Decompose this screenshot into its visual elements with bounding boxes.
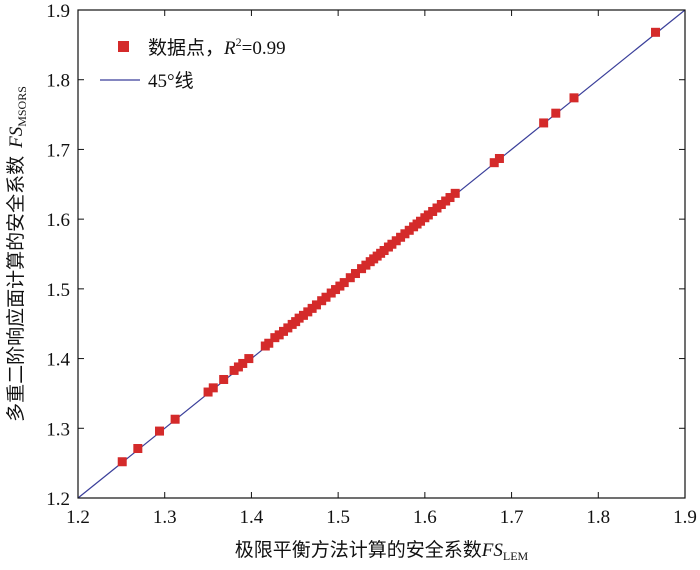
y-tick-label: 1.2 (46, 489, 70, 510)
data-point (445, 193, 455, 203)
legend-r2-symbol: R (223, 38, 236, 59)
y-axis-label: 多重二阶响应面计算的安全系数 FSMSORS (5, 86, 29, 422)
legend-marker-points (118, 41, 129, 52)
data-point (350, 269, 360, 279)
y-tick-label: 1.9 (46, 1, 70, 22)
x-tick-label: 1.4 (240, 507, 264, 528)
axis-ticks: 1.2 1.3 1.4 1.5 1.6 1.7 1.8 1.9 1.2 1.3 1.4 1.5 1.6 1… (46, 1, 697, 528)
data-point (569, 93, 579, 103)
x-tick-label: 1.2 (66, 507, 90, 528)
legend-r2-value: =0.99 (242, 38, 286, 59)
data-points (117, 27, 661, 467)
data-point (489, 158, 499, 168)
x-tick-label: 1.5 (326, 507, 350, 528)
data-point (651, 27, 661, 37)
x-axis-label-text: 极限平衡方法计算的安全系数 (235, 539, 482, 561)
y-tick-label: 1.3 (46, 419, 70, 440)
y-axis-label-subscript: MSORS (15, 86, 29, 127)
y-tick-label: 1.7 (46, 140, 70, 161)
y-tick-label: 1.4 (46, 350, 70, 371)
data-point (339, 278, 349, 288)
data-point (311, 300, 321, 310)
data-point (244, 354, 254, 364)
data-point (219, 374, 229, 384)
plot-frame (77, 9, 686, 499)
data-point (133, 444, 143, 454)
legend-label-points: 数据点，R2=0.99 (148, 35, 286, 59)
data-point (117, 457, 127, 467)
data-point (450, 188, 460, 198)
data-point (238, 358, 248, 368)
data-point (539, 118, 549, 128)
data-point (155, 426, 165, 436)
legend-points-label: 数据点， (148, 37, 224, 59)
data-point (494, 153, 504, 163)
data-point (321, 292, 331, 302)
x-axis-label-symbol: FS (481, 540, 504, 561)
x-tick-label: 1.9 (673, 507, 697, 528)
y-axis-label-symbol: FS (6, 126, 27, 149)
x-tick-label: 1.8 (586, 507, 610, 528)
x-tick-label: 1.7 (500, 507, 524, 528)
y-tick-label: 1.6 (46, 210, 70, 231)
data-point (203, 387, 213, 397)
legend-label-line: 45°线 (148, 70, 194, 92)
data-point (170, 414, 180, 424)
y-axis-label-text: 多重二阶响应面计算的安全系数 (5, 156, 27, 422)
data-point (208, 383, 218, 393)
data-point (264, 338, 274, 348)
x-tick-label: 1.3 (153, 507, 177, 528)
x-axis-label: 极限平衡方法计算的安全系数FSLEM (235, 539, 529, 563)
data-point (345, 273, 355, 283)
legend: 数据点，R2=0.99 45°线 (100, 35, 286, 92)
y-tick-label: 1.5 (46, 280, 70, 301)
x-tick-label: 1.6 (413, 507, 437, 528)
legend-r2-exponent: 2 (236, 35, 242, 49)
x-axis-label-subscript: LEM (503, 549, 529, 563)
data-point (551, 108, 561, 118)
y-tick-label: 1.8 (46, 71, 70, 92)
